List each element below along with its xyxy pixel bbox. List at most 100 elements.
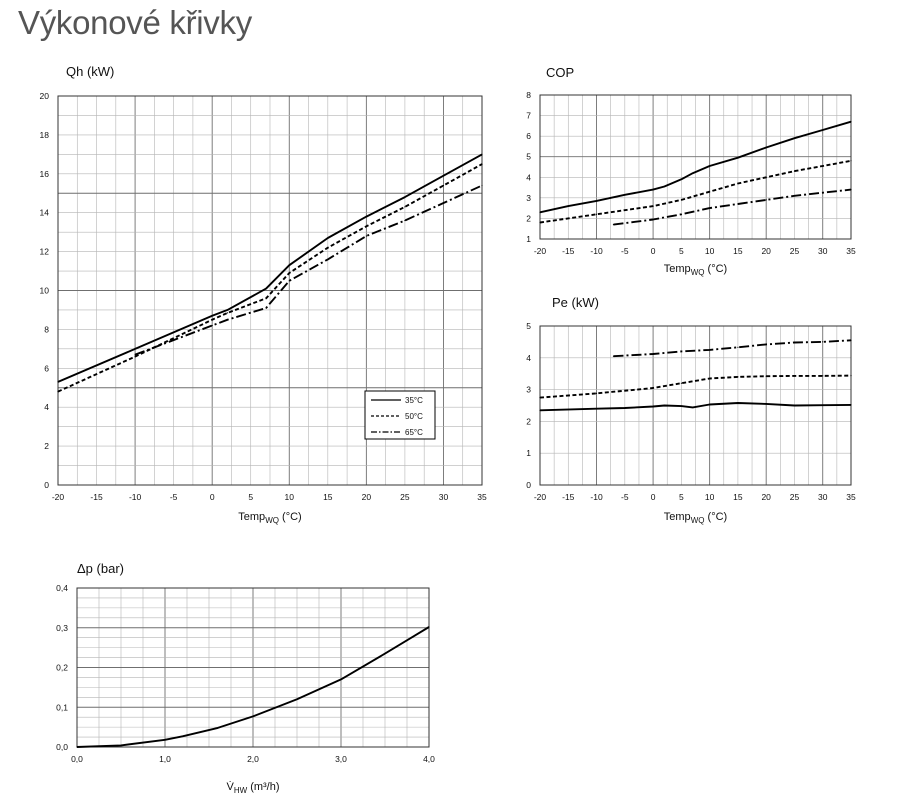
plot-frame-dp — [76, 587, 430, 748]
data-point — [404, 196, 406, 198]
x-axis-label-unit: (°C) — [279, 511, 302, 523]
data-point — [327, 247, 329, 249]
data-point — [765, 403, 767, 405]
data-point — [652, 218, 654, 221]
data-point — [296, 698, 298, 700]
data-point — [765, 375, 767, 377]
data-point — [680, 382, 683, 384]
data-point — [793, 195, 796, 197]
data-point — [595, 200, 598, 202]
data-point — [539, 211, 541, 213]
x-tick-label: -10 — [590, 492, 603, 502]
data-point — [850, 121, 852, 123]
data-point — [327, 237, 329, 239]
x-axis-label-sub: WQ — [691, 268, 705, 277]
legend-label: 35°C — [405, 396, 423, 405]
data-point — [765, 199, 767, 201]
data-point — [288, 264, 290, 266]
x-tick-label: 0,0 — [71, 754, 83, 764]
data-point — [182, 735, 184, 737]
data-point — [227, 309, 229, 311]
y-tick-label: 1 — [526, 234, 531, 244]
data-point — [76, 746, 78, 748]
series-line-cop-3 — [613, 188, 852, 226]
data-point — [57, 391, 59, 393]
x-axis-label-dp: V̇HW (m³/h) — [226, 780, 279, 795]
y-tick-label: 16 — [40, 169, 50, 179]
y-tick-label: 5 — [526, 152, 531, 162]
data-point — [822, 404, 824, 406]
data-point — [404, 219, 406, 222]
plot-frame-cop — [539, 94, 852, 240]
y-tick-label: 3 — [526, 193, 531, 203]
data-point — [442, 184, 445, 187]
y-tick-label: 8 — [526, 90, 531, 100]
x-tick-label: 4,0 — [423, 754, 435, 764]
x-tick-label: 20 — [761, 246, 771, 256]
x-tick-label: -15 — [90, 492, 103, 502]
x-axis-label-sub: HW — [234, 786, 248, 795]
y-tick-label: 0,2 — [56, 663, 68, 673]
x-tick-label: 1,0 — [159, 754, 171, 764]
data-point — [850, 160, 852, 162]
y-tick-label: 0 — [44, 480, 49, 490]
x-tick-label: 0 — [651, 492, 656, 502]
y-tick-label: 0,4 — [56, 583, 68, 593]
data-point — [227, 312, 229, 314]
x-tick-label: 10 — [285, 492, 295, 502]
x-tick-label: 15 — [733, 246, 743, 256]
data-point — [134, 356, 136, 358]
data-point — [567, 205, 569, 207]
x-tick-label: -20 — [534, 246, 547, 256]
series-line-cop-1 — [539, 120, 852, 214]
data-point — [737, 157, 739, 159]
y-tick-label: 10 — [40, 286, 50, 296]
y-tick-label: 4 — [44, 402, 49, 412]
x-tick-label: 25 — [790, 492, 800, 502]
page-title: Výkonové křivky — [18, 4, 252, 41]
x-tick-label: 20 — [362, 492, 372, 502]
data-point — [765, 146, 767, 149]
x-axis-label-unit: (m³/h) — [247, 781, 279, 793]
x-tick-label: 35 — [477, 492, 487, 502]
x-tick-label: -20 — [534, 492, 547, 502]
x-tick-label: 10 — [705, 492, 715, 502]
data-point — [595, 392, 598, 394]
chart-pe: -20 -15 -10 -5 0 5 10 15 20 25 30 35 0 1 2 3 4 5 Pe (kW) Te… — [526, 295, 856, 525]
data-point — [680, 178, 683, 180]
chart-title-dp: Δp (bar) — [77, 561, 124, 576]
series-line-dp-1 — [76, 626, 430, 748]
y-tick-label: 5 — [526, 321, 531, 331]
y-tick-label: 3 — [526, 385, 531, 395]
y-tick-label: 6 — [526, 131, 531, 141]
data-point — [265, 307, 267, 309]
y-tick-label: 20 — [40, 91, 50, 101]
x-axis-label-main: Temp — [664, 263, 691, 275]
y-tick-label: 4 — [526, 172, 531, 182]
x-axis-label-cop: TempWQ (°C) — [664, 263, 727, 277]
data-point — [652, 387, 654, 389]
data-point — [428, 626, 430, 628]
data-point — [822, 375, 824, 377]
x-tick-label: 5 — [679, 492, 684, 502]
data-point — [709, 349, 711, 351]
data-point — [612, 224, 615, 226]
x-tick-label: 35 — [846, 246, 856, 256]
data-point — [680, 350, 683, 352]
x-tick-label: 25 — [400, 492, 410, 502]
data-point — [652, 205, 654, 207]
x-axis-label-sub: WQ — [265, 516, 279, 525]
chart-cop: -20 -15 -10 -5 0 5 10 15 20 25 30 35 1 2 3 4 5 6 7 8 COP Temp… — [526, 65, 856, 277]
data-point — [793, 404, 796, 407]
x-axis-label-sub: WQ — [691, 516, 705, 525]
data-point — [709, 165, 711, 167]
y-tick-label: 8 — [44, 324, 49, 334]
data-point — [709, 403, 711, 406]
x-tick-label: -10 — [129, 492, 142, 502]
x-axis-label-unit: (°C) — [704, 511, 727, 523]
y-tick-label: 18 — [40, 130, 50, 140]
series-line-pe-3 — [613, 339, 852, 358]
data-point — [652, 189, 654, 191]
data-point — [624, 407, 626, 409]
data-point — [793, 170, 796, 172]
